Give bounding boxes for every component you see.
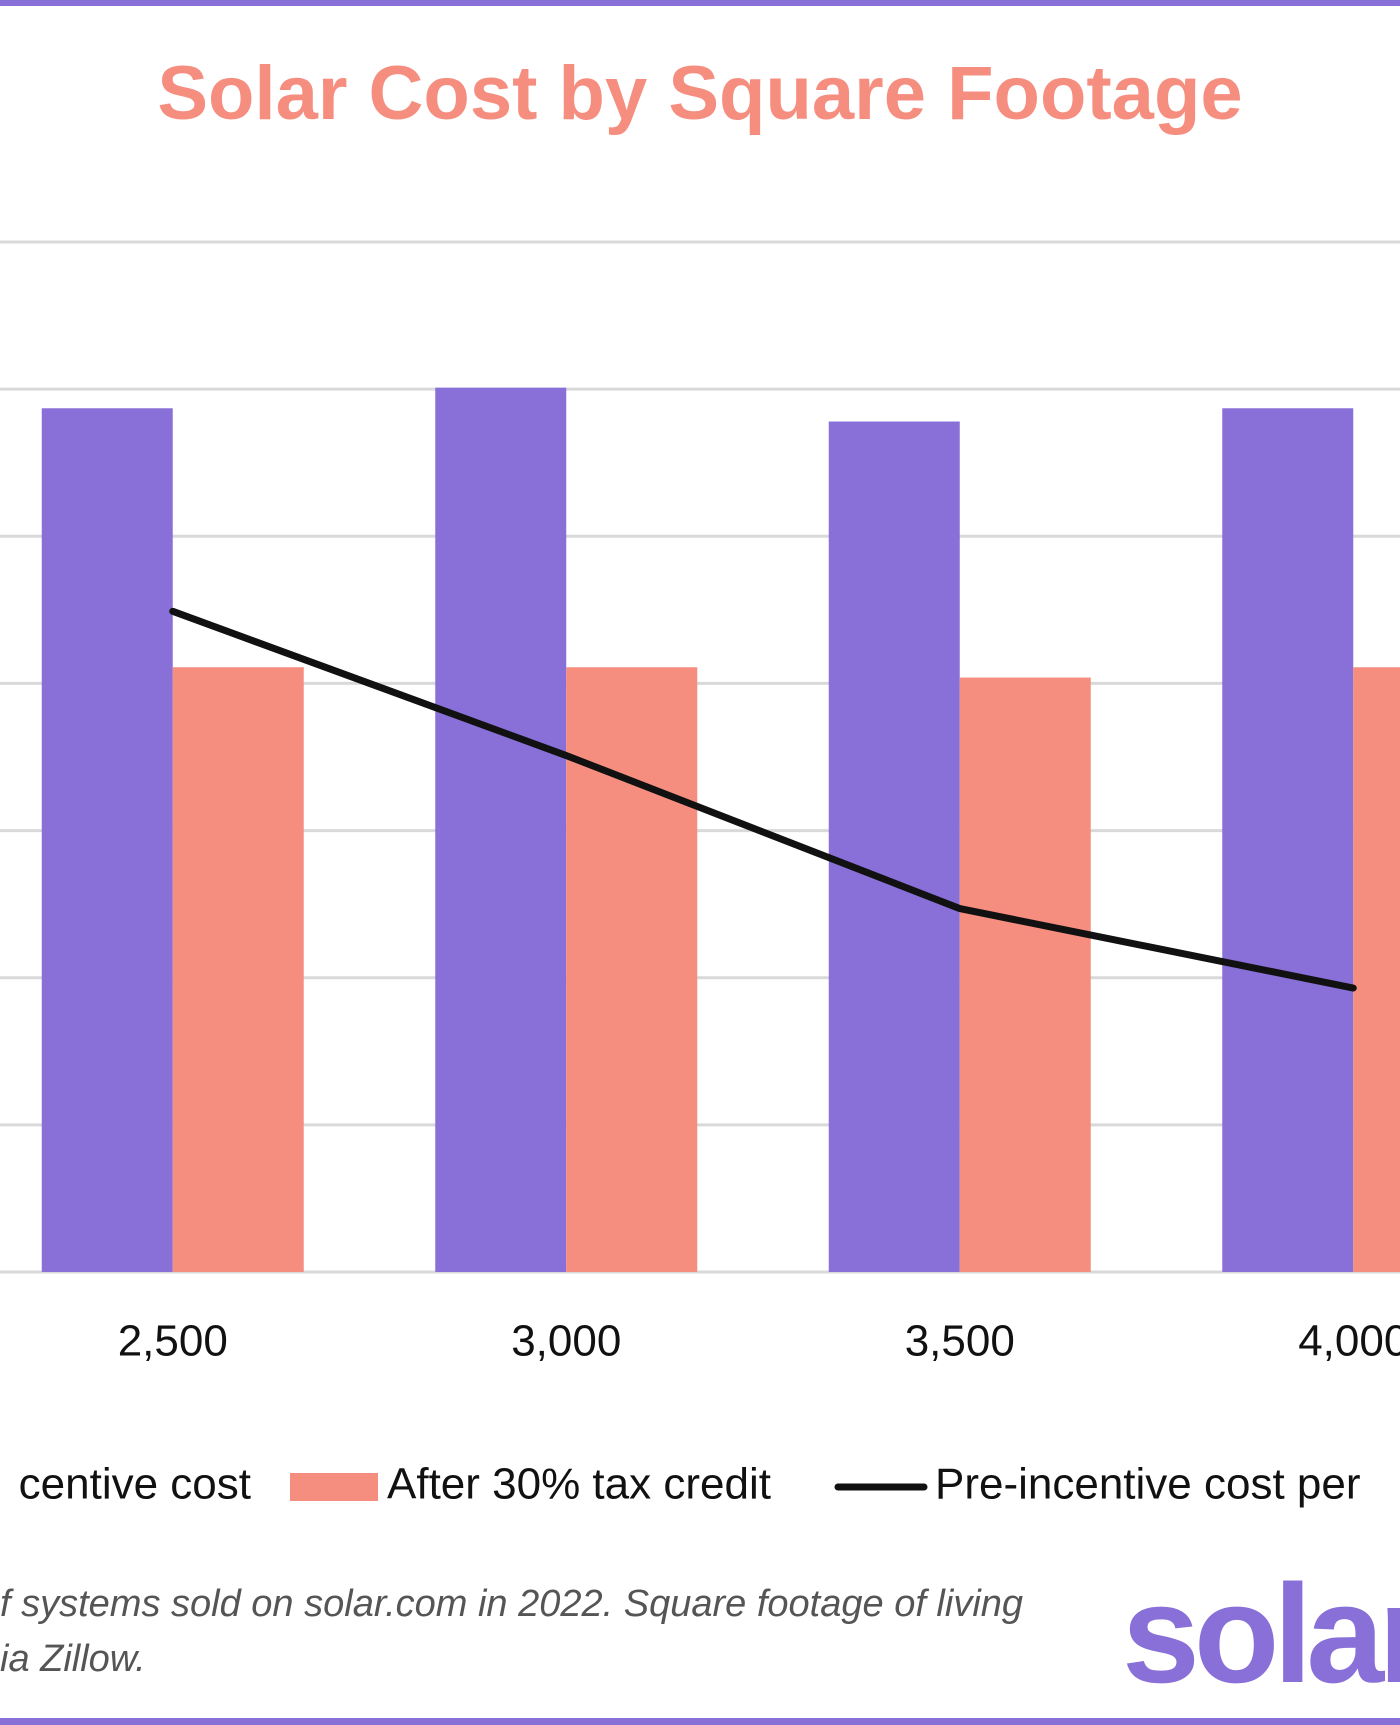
bar xyxy=(959,677,1091,1272)
top-border xyxy=(0,0,1400,6)
footnote: ia Zillow. xyxy=(0,1638,146,1680)
legend-label: centive cost xyxy=(19,1460,251,1509)
bar xyxy=(566,667,698,1272)
bar xyxy=(172,667,304,1272)
footnote: f systems sold on solar.com in 2022. Squ… xyxy=(0,1583,1023,1625)
x-tick-label: 4,000 xyxy=(1298,1317,1400,1366)
legend-label: After 30% tax credit xyxy=(387,1460,771,1509)
x-tick-label: 3,000 xyxy=(511,1317,621,1366)
bar xyxy=(828,421,960,1272)
bar xyxy=(41,408,173,1272)
legend-label: Pre-incentive cost per xyxy=(935,1460,1361,1509)
line xyxy=(169,607,1357,992)
bar xyxy=(435,387,567,1273)
bottom-border xyxy=(0,1718,1400,1725)
x-tick-label: 2,500 xyxy=(118,1317,228,1366)
x-tick-label: 3,500 xyxy=(905,1317,1015,1366)
legend-swatch xyxy=(290,1473,378,1501)
chart-title: Solar Cost by Square Footage xyxy=(157,51,1242,136)
logo: solar xyxy=(1122,1555,1400,1712)
bar xyxy=(1353,667,1400,1272)
bar xyxy=(1222,408,1354,1272)
